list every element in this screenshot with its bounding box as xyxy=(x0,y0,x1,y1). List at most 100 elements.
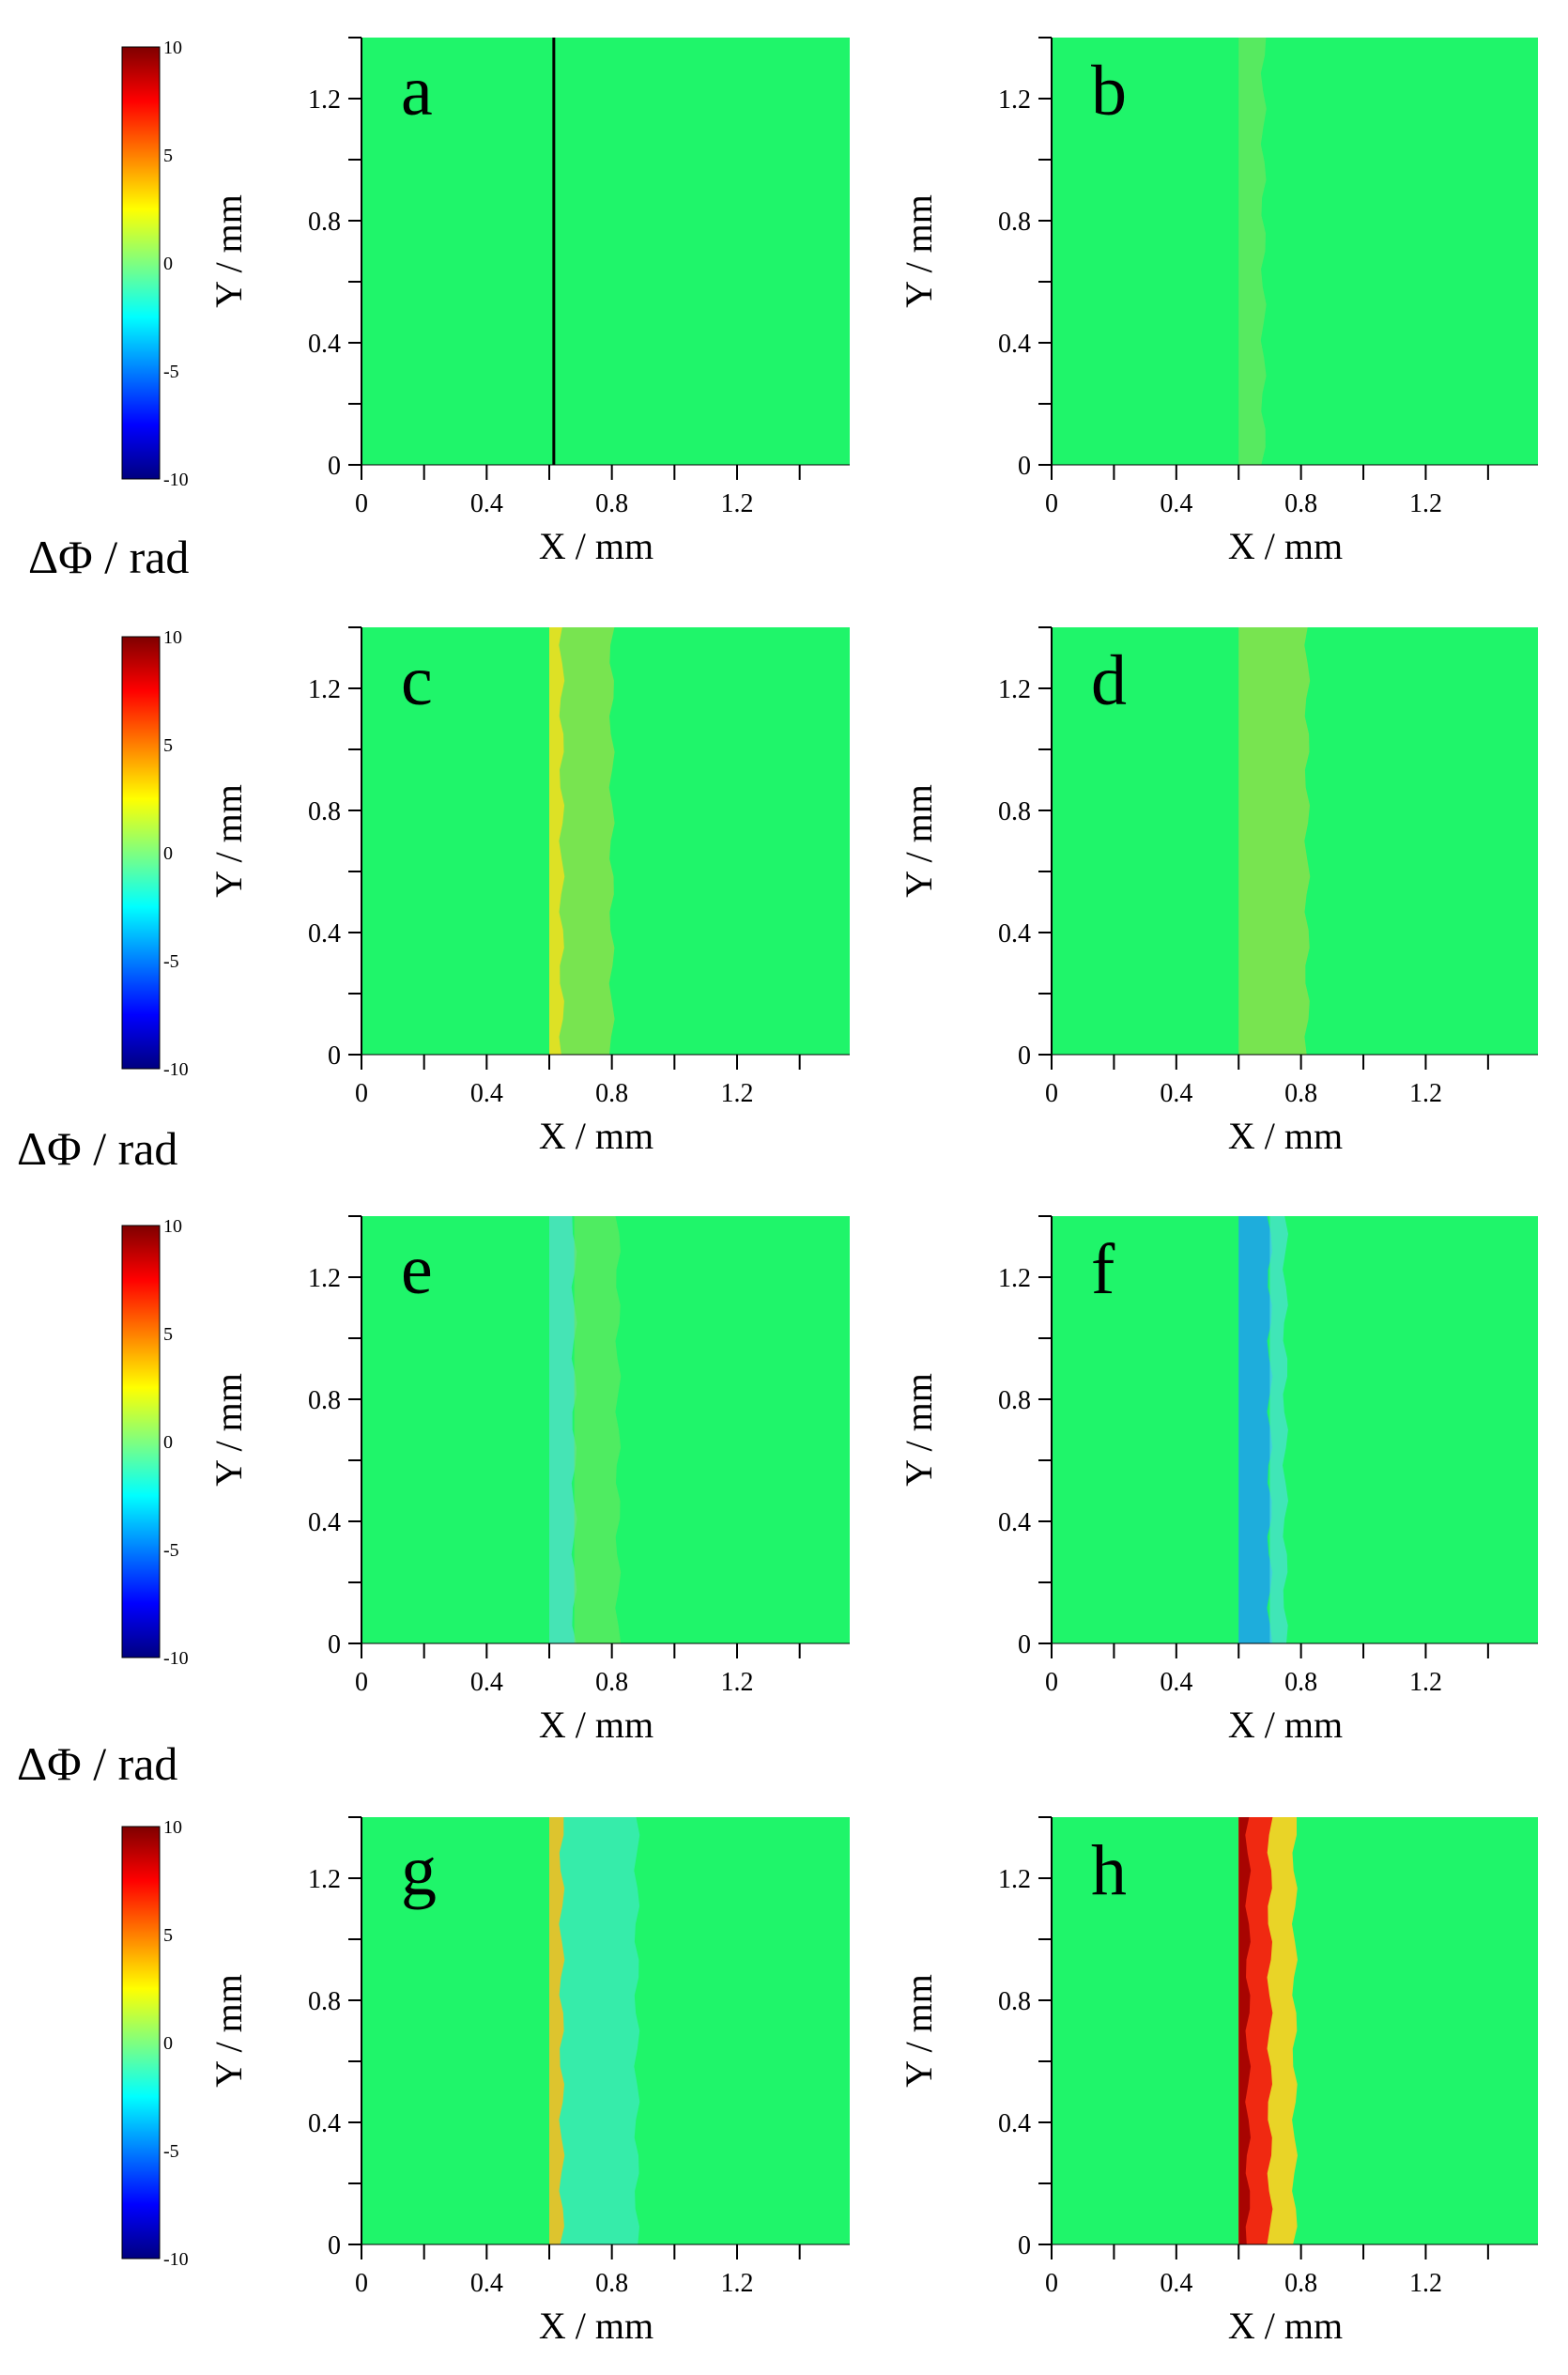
x-tick-label: 0 xyxy=(355,1079,368,1108)
colorbar-tick-label: 10 xyxy=(163,1817,182,1838)
phase-band xyxy=(1238,627,1311,1055)
x-tick-label: 0.8 xyxy=(595,1079,628,1108)
panel-letter: f xyxy=(1091,1230,1115,1309)
x-tick-label: 0.4 xyxy=(1160,1668,1192,1697)
y-tick-label: 0.4 xyxy=(998,919,1031,948)
x-tick-label: 0.8 xyxy=(595,489,628,518)
y-tick-label: 0 xyxy=(1018,1630,1031,1659)
x-tick-label: 1.2 xyxy=(1409,1668,1442,1697)
x-axis-title: X / mm xyxy=(539,1704,653,1746)
y-tick-label: 1.2 xyxy=(308,1264,341,1293)
panel-g: 0 0.4 0.8 1.2 0 0.4 0.8 1.2 X / mm Y / mm g xyxy=(208,1816,850,2347)
colorbar-tick-label: 0 xyxy=(163,254,173,274)
x-tick-label: 0.4 xyxy=(470,489,503,518)
y-tick-label: 1.2 xyxy=(998,675,1031,704)
y-axis-title: Y / mm xyxy=(898,1974,940,2088)
y-tick-label: 1.2 xyxy=(998,85,1031,115)
x-tick-label: 0.8 xyxy=(1284,2269,1317,2298)
y-tick-label: 0 xyxy=(1018,2231,1031,2260)
y-tick-label: 0 xyxy=(328,2231,341,2260)
x-tick-label: 0.4 xyxy=(1160,1079,1192,1108)
colorbar-tick-label: 5 xyxy=(163,146,173,166)
x-tick-label: 1.2 xyxy=(721,1079,754,1108)
heatmap-background xyxy=(1052,1216,1538,1643)
colorbar-tick-label: -10 xyxy=(163,470,189,490)
colorbar-tick-label: 5 xyxy=(163,1925,173,1946)
panel-c: 0 0.4 0.8 1.2 0 0.4 0.8 1.2 X / mm Y / mm c xyxy=(208,626,850,1157)
panel-letter: g xyxy=(401,1831,437,1910)
y-tick-label: 0 xyxy=(1018,1041,1031,1071)
panel-b: 0 0.4 0.8 1.2 0 0.4 0.8 1.2 X / mm Y / mm b xyxy=(898,37,1538,567)
y-tick-label: 0.4 xyxy=(308,919,341,948)
x-axis-title: X / mm xyxy=(539,2305,653,2347)
y-tick-label: 0.8 xyxy=(308,1386,341,1415)
y-tick-label: 0 xyxy=(328,1630,341,1659)
y-axis-title: Y / mm xyxy=(898,194,940,308)
colorbar: 10 5 0 -5 -10 xyxy=(121,38,189,490)
colorbar-gradient xyxy=(121,1225,161,1658)
y-tick-label: 0 xyxy=(1018,452,1031,481)
colorbar-tick-label: -5 xyxy=(163,2141,179,2162)
x-axis-title: X / mm xyxy=(1228,525,1343,567)
x-tick-label: 0.4 xyxy=(470,2269,503,2298)
x-tick-label: 0.8 xyxy=(595,1668,628,1697)
colorbar-tick-label: 10 xyxy=(163,627,182,648)
x-tick-label: 0.4 xyxy=(470,1668,503,1697)
y-tick-label: 1.2 xyxy=(998,1865,1031,1894)
colorbar-unit-label: ΔΦ / rad xyxy=(17,1122,177,1175)
phase-band xyxy=(574,1216,622,1643)
y-axis-title: Y / mm xyxy=(208,784,250,898)
x-tick-label: 1.2 xyxy=(721,1668,754,1697)
x-tick-label: 0 xyxy=(355,489,368,518)
colorbar-tick-label: 0 xyxy=(163,1432,173,1453)
panel-letter: h xyxy=(1091,1831,1127,1910)
y-tick-label: 0.8 xyxy=(998,1386,1031,1415)
colorbar-tick-label: 0 xyxy=(163,843,173,864)
heatmap-background xyxy=(1052,38,1538,465)
panel-e: 0 0.4 0.8 1.2 0 0.4 0.8 1.2 X / mm Y / mm e xyxy=(208,1215,850,1746)
y-tick-label: 0.8 xyxy=(308,797,341,826)
colorbar-tick-label: 10 xyxy=(163,1216,182,1237)
panel-letter: d xyxy=(1091,641,1127,720)
phase-band xyxy=(1238,1216,1273,1643)
x-axis-title: X / mm xyxy=(539,525,653,567)
y-axis-title: Y / mm xyxy=(208,1974,250,2088)
x-tick-label: 0.4 xyxy=(1160,489,1192,518)
heatmap-background xyxy=(361,38,850,465)
x-tick-label: 0.4 xyxy=(1160,2269,1192,2298)
edge-line xyxy=(552,38,556,465)
panel-f: 0 0.4 0.8 1.2 0 0.4 0.8 1.2 X / mm Y / mm f xyxy=(898,1215,1538,1746)
panel-letter: c xyxy=(401,641,433,720)
panel-letter: b xyxy=(1091,52,1127,131)
y-tick-label: 0.4 xyxy=(308,330,341,359)
y-tick-label: 0.8 xyxy=(308,208,341,237)
y-tick-label: 0.8 xyxy=(998,797,1031,826)
y-tick-label: 0.4 xyxy=(998,1508,1031,1537)
panel-h: 0 0.4 0.8 1.2 0 0.4 0.8 1.2 X / mm Y / mm h xyxy=(898,1816,1538,2347)
panel-a: 0 0.4 0.8 1.2 0 0.4 0.8 1.2 X / mm Y / mm a xyxy=(208,37,850,567)
colorbar-tick-label: 5 xyxy=(163,1324,173,1345)
y-axis-title: Y / mm xyxy=(898,784,940,898)
x-tick-label: 0 xyxy=(1045,1079,1058,1108)
colorbar-unit-label: ΔΦ / rad xyxy=(17,1737,177,1790)
x-axis-title: X / mm xyxy=(1228,1115,1343,1157)
y-tick-label: 0.8 xyxy=(308,1987,341,2016)
y-tick-label: 0 xyxy=(328,1041,341,1071)
phase-band xyxy=(549,627,565,1055)
y-tick-label: 1.2 xyxy=(998,1264,1031,1293)
y-tick-label: 1.2 xyxy=(308,675,341,704)
x-tick-label: 1.2 xyxy=(1409,2269,1442,2298)
panels: 0 0.4 0.8 1.2 0 0.4 0.8 1.2 X / mm Y / mm a 0 0.4 0.8… xyxy=(208,37,1538,2347)
colorbar-tick-label: -5 xyxy=(163,951,179,972)
y-tick-label: 0.8 xyxy=(998,1987,1031,2016)
colorbar-tick-label: 5 xyxy=(163,735,173,756)
phase-band xyxy=(1269,1216,1288,1643)
x-tick-label: 0.8 xyxy=(595,2269,628,2298)
x-axis-title: X / mm xyxy=(1228,2305,1343,2347)
x-axis-title: X / mm xyxy=(1228,1704,1343,1746)
y-axis-title: Y / mm xyxy=(898,1373,940,1487)
x-tick-label: 0 xyxy=(1045,2269,1058,2298)
phase-band xyxy=(549,1817,565,2244)
y-tick-label: 1.2 xyxy=(308,85,341,115)
